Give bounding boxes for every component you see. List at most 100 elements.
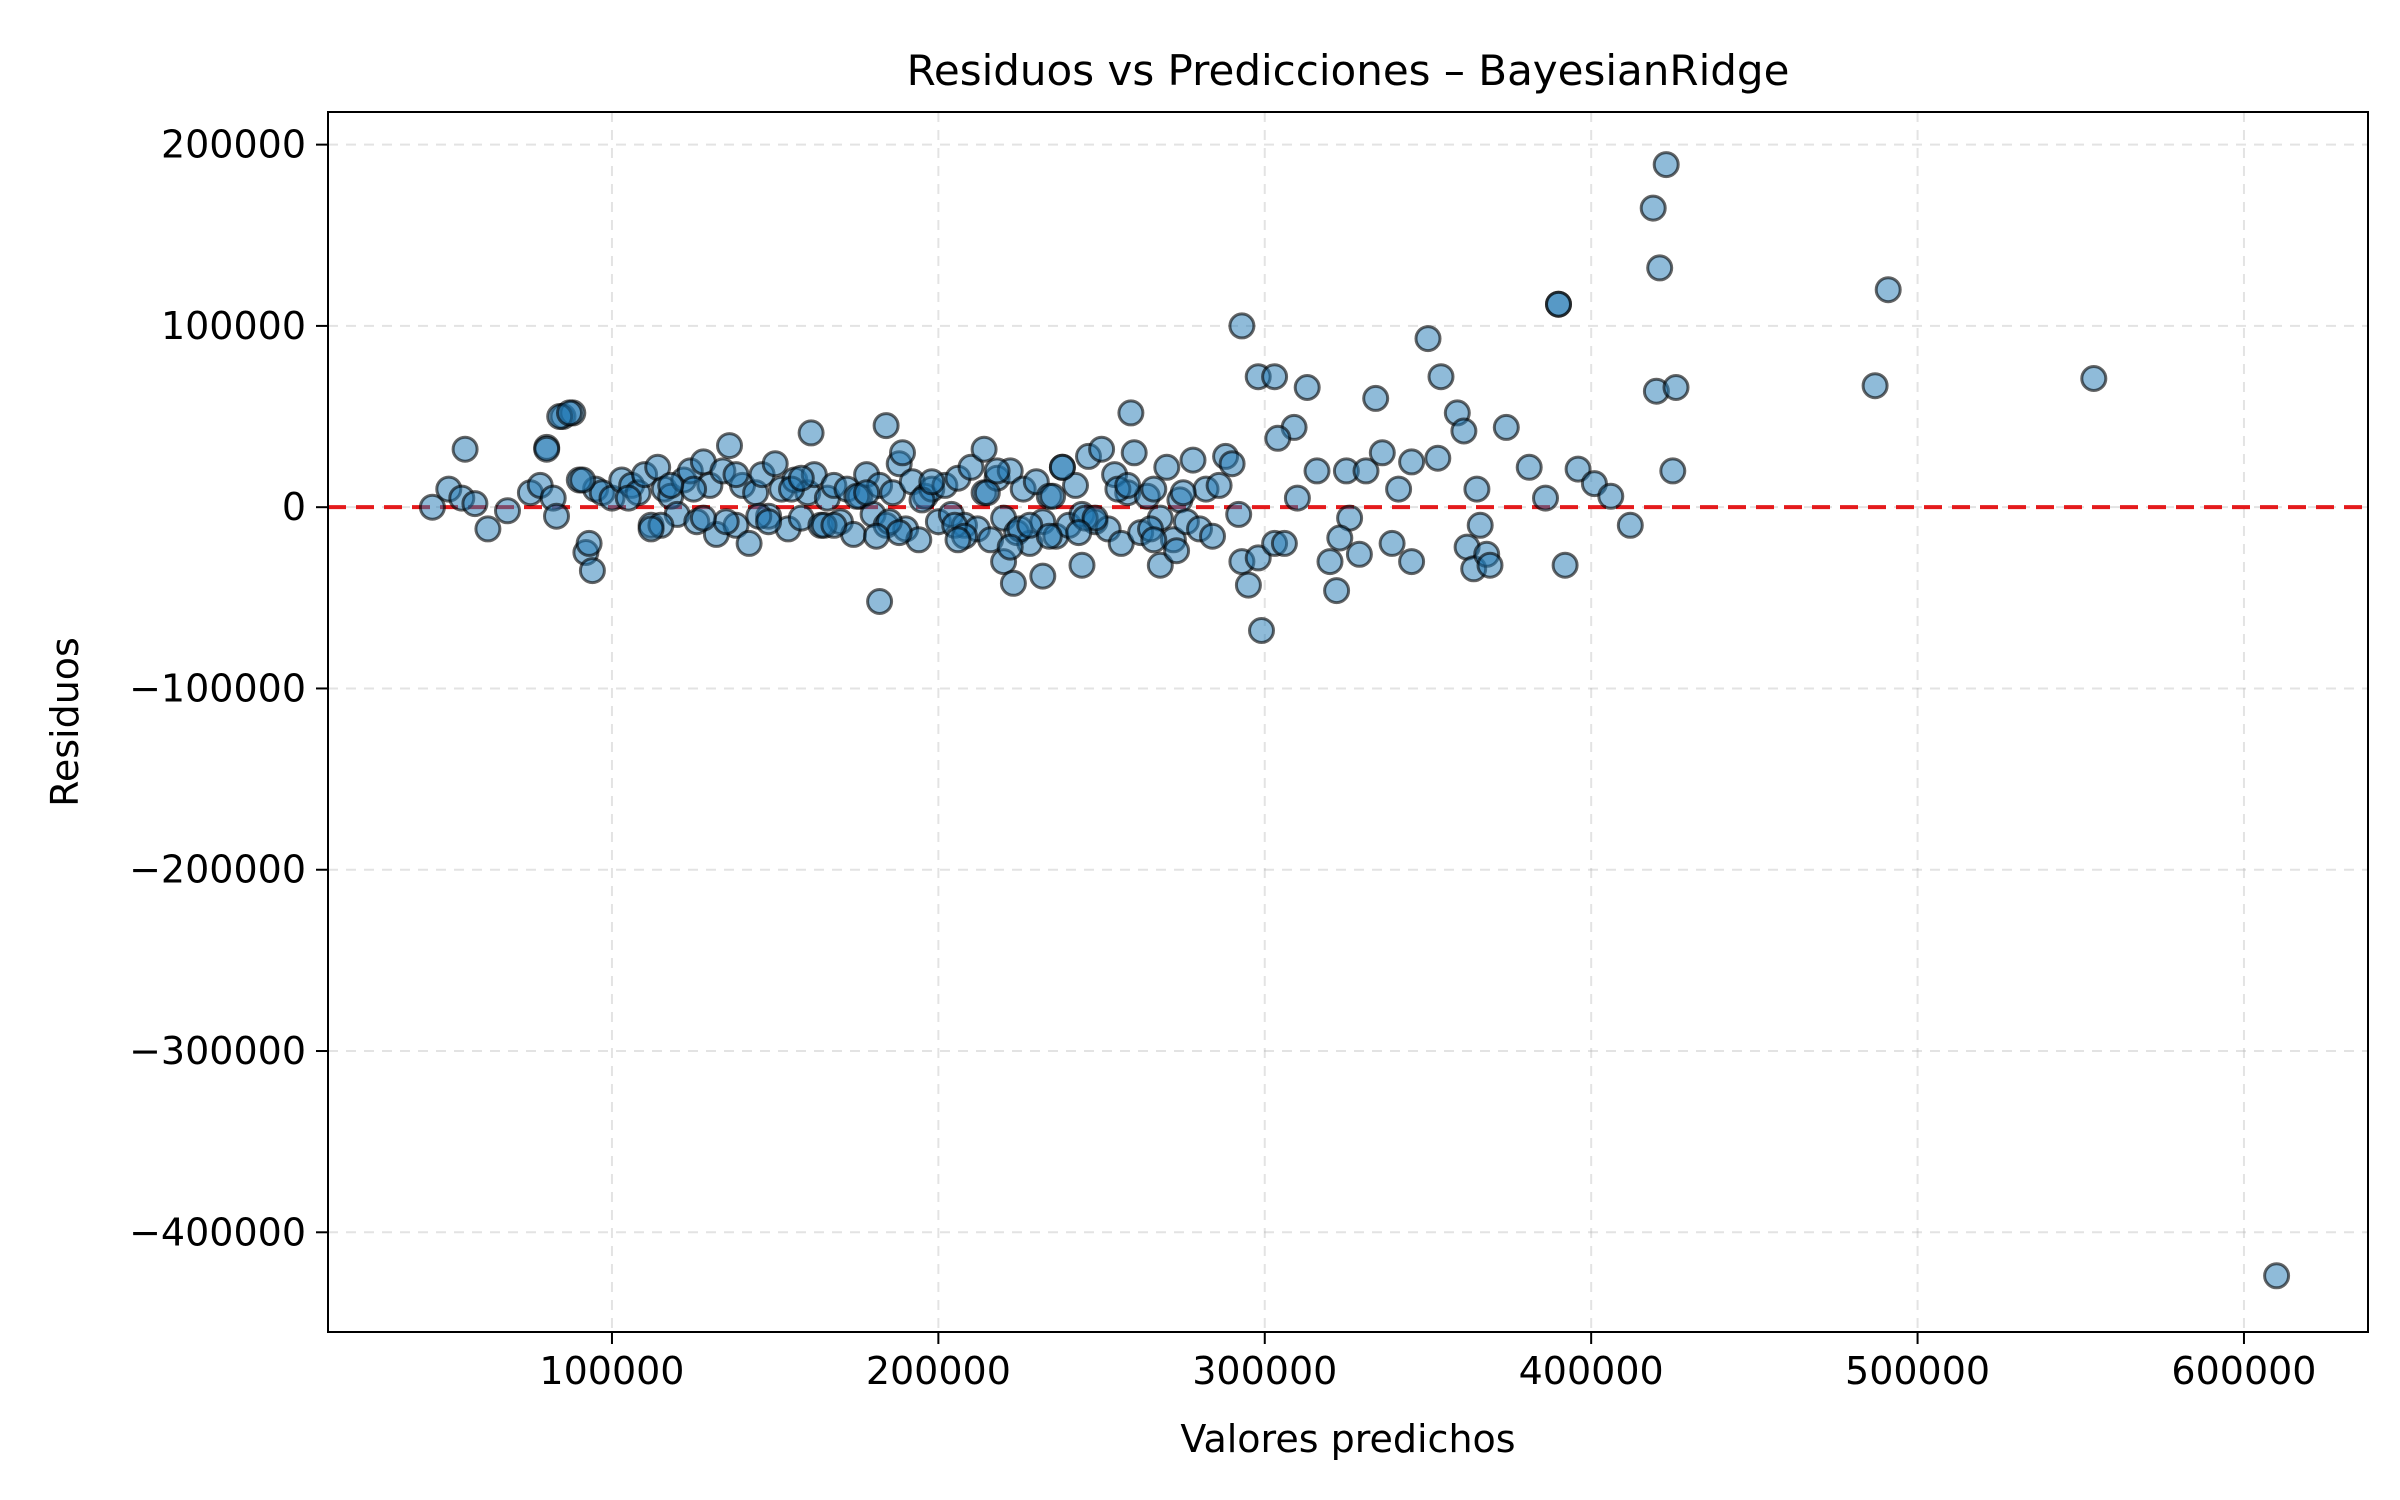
data-point [1352, 457, 1380, 485]
data-point [1035, 522, 1063, 550]
data-point [1199, 522, 1226, 550]
grid-lines [328, 112, 2368, 1332]
data-point [1639, 194, 1667, 222]
data-point [1261, 363, 1289, 391]
data-point [1248, 617, 1275, 644]
data-point [1368, 439, 1396, 467]
data-point [1088, 435, 1116, 463]
y-tick-label: 0 [282, 485, 306, 529]
x-tick-label: 200000 [866, 1349, 1011, 1393]
data-point [1205, 471, 1233, 499]
data-point [1140, 526, 1168, 554]
data-point [1861, 372, 1889, 400]
data-point [1218, 450, 1246, 478]
data-point [418, 493, 446, 521]
data-point [1378, 529, 1406, 557]
data-point [983, 457, 1011, 485]
data-point [1532, 484, 1559, 512]
data-point [1264, 424, 1292, 452]
data-point [970, 435, 998, 463]
x-tick-label: 600000 [2171, 1349, 2316, 1393]
data-point [1029, 562, 1057, 590]
data-point [1316, 548, 1344, 576]
data-point [680, 475, 708, 503]
data-point [787, 464, 815, 492]
data-point [1293, 374, 1321, 401]
data-point [1169, 479, 1197, 507]
data-point [1463, 475, 1491, 503]
y-axis-label: Residuos [43, 637, 87, 807]
data-point [1323, 577, 1351, 605]
data-point [722, 461, 750, 489]
data-point [820, 511, 848, 539]
data-point [1414, 325, 1442, 353]
data-point [866, 588, 894, 615]
data-point [1270, 529, 1298, 557]
data-point [1646, 254, 1674, 282]
data-point [1068, 551, 1096, 579]
data-point [1228, 312, 1256, 340]
data-point [973, 479, 1001, 507]
data-point [1234, 571, 1262, 599]
data-point [862, 522, 890, 550]
data-point [1039, 482, 1067, 510]
data-point [1283, 484, 1311, 512]
y-tick-label: 100000 [161, 304, 306, 348]
data-point [1424, 444, 1452, 472]
data-point [918, 468, 946, 496]
data-point [1616, 511, 1644, 539]
data-point [1398, 548, 1426, 576]
data-point [944, 526, 972, 554]
data-point [1551, 551, 1579, 579]
y-tick-label: −300000 [129, 1029, 306, 1073]
data-point [735, 529, 763, 557]
data-point [1597, 482, 1625, 510]
data-point [1140, 475, 1168, 503]
data-point [569, 466, 597, 494]
data-point [957, 453, 985, 481]
data-point [543, 502, 570, 530]
y-tick-label: −100000 [129, 666, 306, 710]
x-axis-label: Valores predichos [1180, 1417, 1515, 1461]
data-point [1450, 417, 1478, 445]
data-point [1662, 374, 1690, 401]
data-point [1179, 446, 1207, 474]
x-tick-label: 400000 [1519, 1349, 1664, 1393]
data-point [1545, 290, 1572, 318]
data-point [637, 515, 665, 543]
data-point [1114, 471, 1142, 499]
data-point [1398, 448, 1426, 476]
plot-background [328, 112, 2368, 1332]
axis-ticks: 100000 200000 300000 400000 500000 600000 2000… [129, 123, 2316, 1393]
data-point [1385, 475, 1413, 503]
data-point [575, 529, 603, 557]
data-point [1492, 413, 1520, 441]
x-tick-label: 100000 [539, 1349, 684, 1393]
data-point [689, 504, 717, 532]
data-point [1427, 363, 1455, 391]
data-point [1120, 439, 1148, 467]
data-point [614, 484, 642, 512]
data-point [755, 508, 783, 536]
data-point [712, 508, 740, 536]
data-point [2080, 365, 2108, 392]
y-tick-label: −400000 [129, 1210, 306, 1254]
y-tick-label: −200000 [129, 848, 306, 892]
data-point [494, 497, 521, 525]
data-point [853, 479, 881, 507]
data-point [999, 569, 1027, 597]
data-point [1153, 453, 1181, 481]
data-point [889, 439, 916, 467]
data-point [1345, 540, 1373, 568]
y-tick-label: 200000 [161, 123, 306, 167]
chart-title: Residuos vs Predicciones – BayesianRidge [907, 46, 1790, 95]
data-point [885, 519, 913, 547]
data-point [1476, 551, 1504, 579]
data-point [1466, 511, 1494, 539]
data-point [716, 432, 743, 460]
data-points [418, 151, 2291, 1290]
data-point [451, 435, 479, 463]
data-point [1048, 453, 1076, 481]
x-tick-label: 300000 [1192, 1349, 1337, 1393]
